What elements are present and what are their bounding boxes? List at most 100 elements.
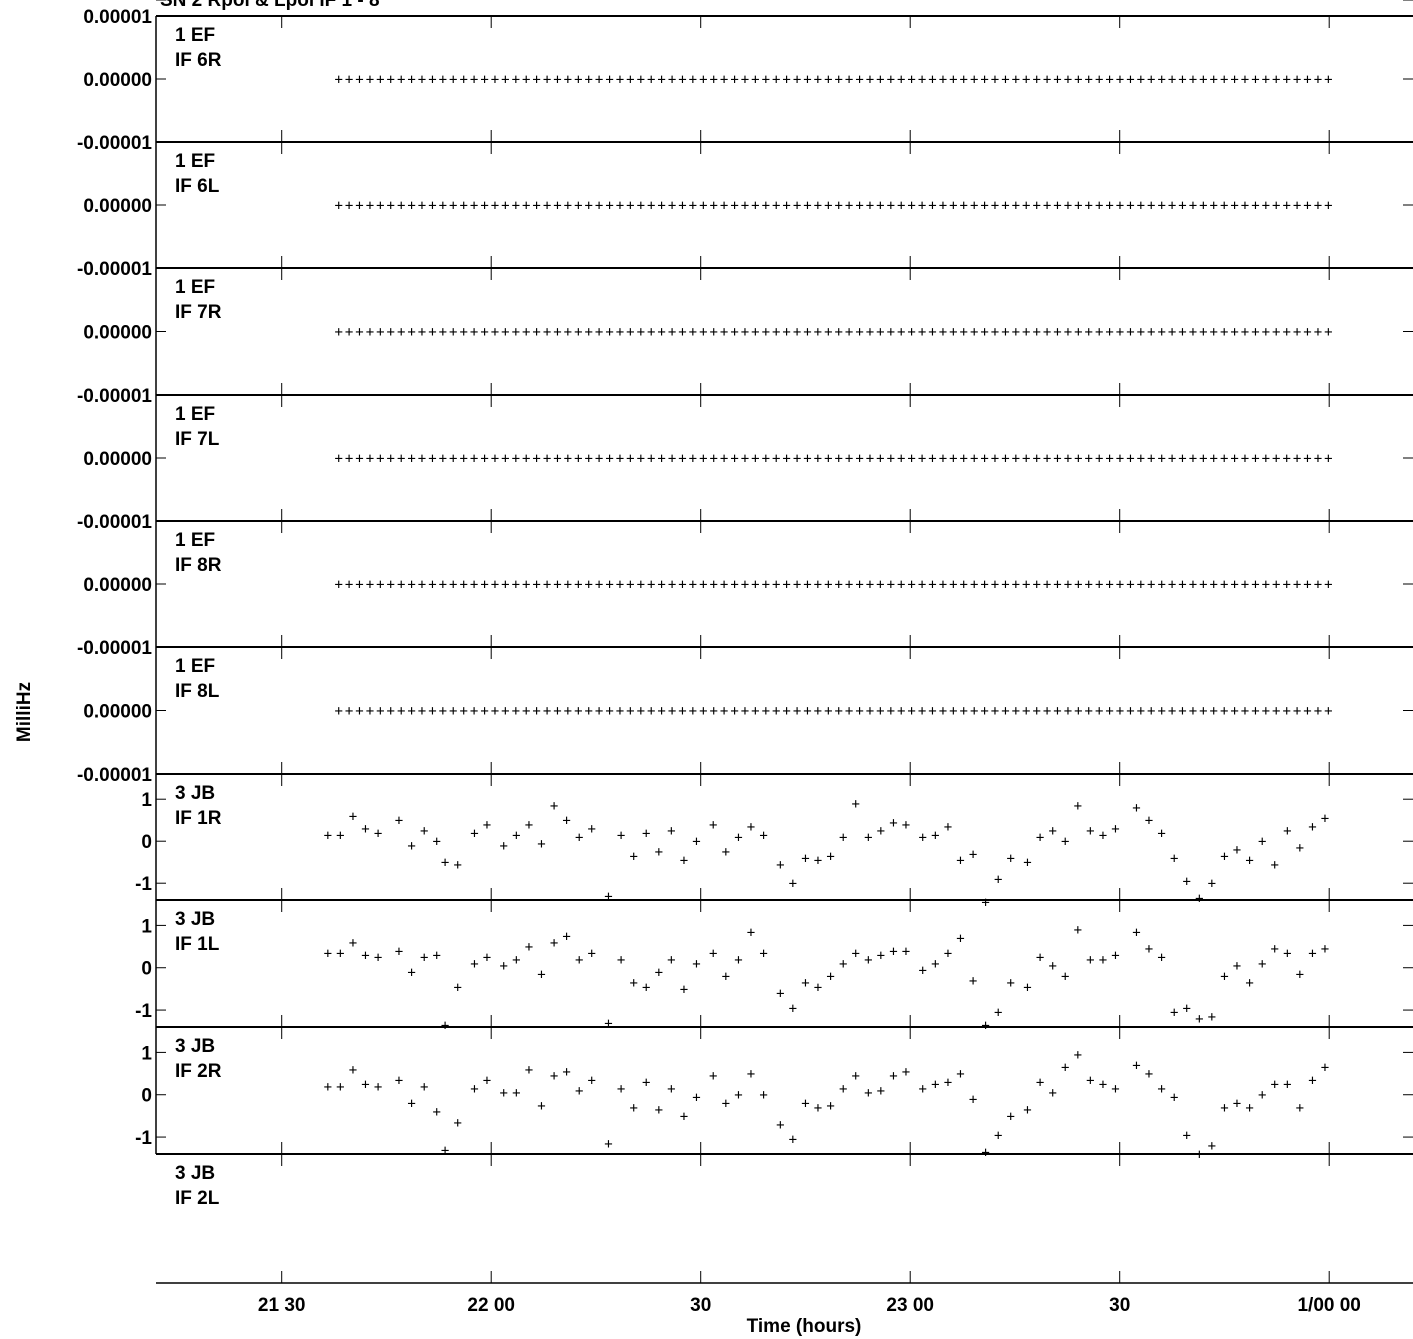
data-point: +	[1183, 0, 1191, 4]
data-point: +	[866, 72, 874, 88]
data-point: +	[762, 198, 770, 214]
data-point: +	[616, 198, 624, 214]
data-point: +	[902, 0, 910, 4]
data-point: +	[949, 325, 957, 341]
data-point: +	[345, 325, 353, 341]
data-point: +	[655, 1103, 663, 1119]
data-point: +	[501, 198, 509, 214]
data-point: +	[1116, 72, 1124, 88]
data-point: +	[876, 325, 884, 341]
data-point: +	[595, 704, 603, 720]
data-point: +	[407, 0, 415, 4]
data-point: +	[543, 325, 551, 341]
data-point: +	[491, 198, 499, 214]
data-point: +	[449, 72, 457, 88]
data-point: +	[376, 451, 384, 467]
data-point: +	[1007, 851, 1015, 867]
data-point: +	[720, 704, 728, 720]
data-point: +	[803, 451, 811, 467]
data-point: +	[1111, 0, 1119, 4]
data-point: +	[855, 72, 863, 88]
data-point: +	[1230, 704, 1238, 720]
data-point: +	[1283, 1077, 1291, 1093]
data-point: +	[387, 577, 395, 593]
data-point: +	[918, 577, 926, 593]
data-point: +	[814, 0, 822, 4]
data-point: +	[730, 451, 738, 467]
data-point: +	[387, 72, 395, 88]
data-point: +	[826, 0, 834, 4]
data-point: +	[480, 198, 488, 214]
data-point: +	[595, 451, 603, 467]
data-point: +	[889, 815, 897, 831]
panel-label-if: IF 1R	[175, 808, 222, 829]
y-tick-label: -1	[135, 1128, 152, 1149]
data-point: +	[1074, 451, 1082, 467]
data-point: +	[1262, 72, 1270, 88]
data-point: +	[336, 828, 344, 844]
data-point: +	[956, 931, 964, 947]
data-point: +	[1032, 704, 1040, 720]
data-point: +	[835, 325, 843, 341]
data-point: +	[689, 198, 697, 214]
data-point: +	[1195, 1012, 1203, 1028]
panel-label-if: IF 8R	[175, 555, 222, 576]
data-point: +	[588, 822, 596, 838]
panel-label-source: 1 EF	[175, 151, 215, 172]
data-point: +	[1012, 451, 1020, 467]
data-point: +	[512, 828, 520, 844]
data-point: +	[1210, 325, 1218, 341]
data-point: +	[991, 451, 999, 467]
data-point: +	[657, 451, 665, 467]
panel-label-if: IF 6L	[175, 176, 220, 197]
data-point: +	[803, 577, 811, 593]
data-point: +	[522, 451, 530, 467]
data-point: +	[855, 704, 863, 720]
data-point: +	[1283, 824, 1291, 840]
data-point: +	[1321, 1060, 1329, 1076]
data-point: +	[835, 198, 843, 214]
data-point: +	[709, 1069, 717, 1085]
data-point: +	[605, 451, 613, 467]
data-point: +	[793, 72, 801, 88]
data-point: +	[918, 198, 926, 214]
data-point: +	[772, 325, 780, 341]
data-point: +	[1293, 72, 1301, 88]
data-point: +	[1168, 451, 1176, 467]
data-point: +	[584, 72, 592, 88]
data-point: +	[907, 325, 915, 341]
data-point: +	[877, 948, 885, 964]
data-point: +	[407, 1096, 415, 1112]
data-point: +	[453, 980, 461, 996]
data-point: +	[877, 824, 885, 840]
data-point: +	[1230, 451, 1238, 467]
y-tick-label: -0.00001	[77, 638, 152, 659]
data-point: +	[1074, 577, 1082, 593]
data-point: +	[678, 72, 686, 88]
data-point: +	[969, 1092, 977, 1108]
data-point: +	[1308, 946, 1316, 962]
data-point: +	[699, 577, 707, 593]
data-point: +	[1022, 325, 1030, 341]
data-point: +	[395, 813, 403, 829]
data-point: +	[588, 1073, 596, 1089]
data-point: +	[657, 325, 665, 341]
data-point: +	[782, 577, 790, 593]
data-point: +	[1303, 577, 1311, 593]
data-point: +	[1064, 72, 1072, 88]
data-point: +	[939, 451, 947, 467]
data-point: +	[751, 325, 759, 341]
data-point: +	[949, 577, 957, 593]
data-point: +	[734, 0, 742, 4]
data-point: +	[584, 704, 592, 720]
data-point: +	[889, 1069, 897, 1085]
data-point: +	[1220, 704, 1228, 720]
data-point: +	[919, 0, 927, 4]
data-point: +	[1086, 0, 1094, 4]
data-point: +	[826, 969, 834, 985]
data-point: +	[1012, 325, 1020, 341]
data-point: +	[324, 0, 332, 4]
data-point: +	[710, 577, 718, 593]
data-point: +	[1189, 451, 1197, 467]
data-point: +	[741, 72, 749, 88]
